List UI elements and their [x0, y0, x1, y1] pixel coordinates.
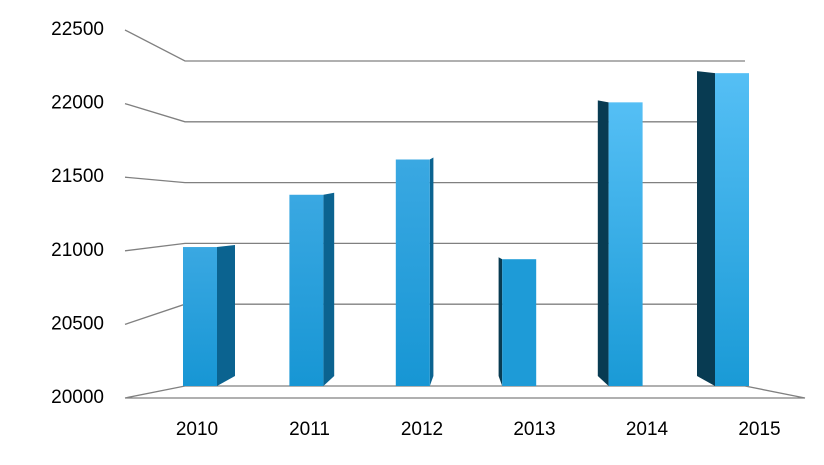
bar [608, 102, 643, 387]
bar-side [217, 245, 235, 386]
grid-line [124, 102, 745, 123]
bar-side [429, 157, 434, 386]
bar [502, 259, 537, 386]
bar-side [498, 257, 503, 386]
bar [715, 73, 749, 386]
y-tick-label: 22000 [51, 93, 104, 114]
x-tick-label: 2014 [626, 419, 669, 440]
bar [289, 194, 324, 386]
bar-side [323, 192, 335, 386]
x-tick-label: 2010 [176, 419, 218, 440]
y-tick-label: 21500 [51, 166, 104, 187]
grid-line [124, 176, 745, 184]
bar-side [697, 71, 715, 386]
floor [124, 385, 806, 399]
x-tick-label: 2012 [401, 419, 443, 440]
grid-line [124, 29, 745, 62]
y-tick-label: 20000 [51, 387, 104, 408]
y-tick-label: 21000 [51, 240, 104, 261]
x-tick-label: 2011 [289, 419, 330, 440]
bar [183, 247, 217, 386]
x-tick-label: 2015 [738, 419, 780, 440]
y-tick-label: 22500 [51, 19, 104, 40]
bar-side [597, 100, 609, 387]
x-tick-label: 2013 [513, 419, 555, 440]
grid-line [124, 242, 745, 252]
y-tick-label: 20500 [51, 313, 104, 334]
bar [395, 159, 430, 386]
